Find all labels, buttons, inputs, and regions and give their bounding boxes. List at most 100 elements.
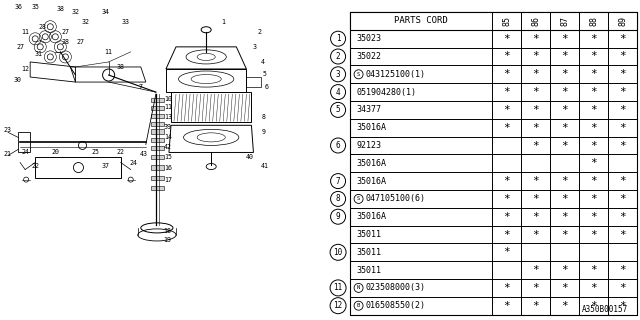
Text: *: *: [619, 123, 626, 133]
Bar: [151, 129, 164, 134]
Text: 24: 24: [130, 159, 138, 165]
Text: 9: 9: [336, 212, 340, 221]
Text: *: *: [561, 301, 568, 311]
Text: *: *: [590, 301, 597, 311]
Text: B: B: [357, 303, 360, 308]
Text: 35016A: 35016A: [356, 159, 386, 168]
Text: 30: 30: [13, 77, 21, 83]
Text: *: *: [503, 123, 510, 133]
Text: 4: 4: [260, 59, 264, 65]
Text: 42: 42: [164, 144, 172, 150]
Text: 11: 11: [104, 49, 113, 55]
Text: 23: 23: [3, 127, 11, 133]
Text: *: *: [561, 176, 568, 186]
Text: 88: 88: [589, 16, 598, 26]
Text: 016508550(2): 016508550(2): [365, 301, 425, 310]
Text: *: *: [532, 283, 539, 293]
Text: *: *: [503, 247, 510, 257]
Text: *: *: [590, 140, 597, 150]
Bar: [151, 106, 164, 110]
Text: *: *: [503, 229, 510, 239]
Text: 38: 38: [116, 64, 125, 70]
Text: *: *: [561, 123, 568, 133]
Text: 043125100(1): 043125100(1): [365, 70, 425, 79]
Text: *: *: [619, 140, 626, 150]
Text: 10: 10: [333, 248, 342, 257]
Text: 22: 22: [116, 149, 125, 156]
Text: 27: 27: [16, 44, 24, 50]
Text: 11: 11: [333, 284, 342, 292]
Text: 11: 11: [164, 104, 172, 110]
Bar: [350, 12, 637, 30]
Text: 92123: 92123: [356, 141, 381, 150]
Text: *: *: [561, 34, 568, 44]
Text: *: *: [532, 123, 539, 133]
Text: *: *: [619, 69, 626, 79]
Text: 43: 43: [140, 151, 148, 157]
Text: 6: 6: [264, 84, 269, 90]
Text: *: *: [590, 87, 597, 97]
Text: 15: 15: [164, 155, 172, 161]
Text: 051904280(1): 051904280(1): [356, 88, 416, 97]
Text: 34377: 34377: [356, 105, 381, 114]
Bar: [350, 12, 637, 315]
Text: *: *: [532, 229, 539, 239]
Text: 35016A: 35016A: [356, 177, 386, 186]
Text: *: *: [561, 87, 568, 97]
Text: *: *: [532, 140, 539, 150]
Text: 8: 8: [336, 195, 340, 204]
Text: 6: 6: [336, 141, 340, 150]
Text: 27: 27: [76, 39, 84, 45]
Bar: [151, 147, 164, 150]
Text: S: S: [357, 196, 360, 201]
Bar: [151, 114, 164, 118]
Text: 5: 5: [262, 71, 266, 77]
Text: N: N: [357, 285, 360, 291]
Text: 35011: 35011: [356, 230, 381, 239]
Text: *: *: [619, 176, 626, 186]
Text: *: *: [619, 194, 626, 204]
Text: 24: 24: [21, 149, 29, 156]
Text: *: *: [619, 265, 626, 275]
Text: *: *: [590, 123, 597, 133]
Text: 21: 21: [3, 151, 11, 157]
Bar: [151, 164, 164, 170]
Text: 7: 7: [139, 84, 143, 90]
Text: 35: 35: [31, 4, 39, 10]
Text: *: *: [590, 212, 597, 222]
Text: *: *: [561, 194, 568, 204]
Text: 31: 31: [34, 51, 42, 57]
Text: 3: 3: [252, 44, 257, 50]
Text: 9: 9: [262, 129, 266, 135]
Text: 28: 28: [38, 24, 46, 30]
Text: *: *: [503, 69, 510, 79]
Text: 35022: 35022: [356, 52, 381, 61]
Text: *: *: [532, 69, 539, 79]
Text: *: *: [619, 301, 626, 311]
Text: *: *: [561, 52, 568, 61]
Text: 25: 25: [92, 149, 100, 156]
Text: *: *: [503, 52, 510, 61]
Text: *: *: [561, 283, 568, 293]
Text: 4: 4: [336, 88, 340, 97]
Text: *: *: [590, 69, 597, 79]
Text: 22: 22: [31, 163, 39, 169]
Text: 34: 34: [102, 9, 109, 15]
Text: 35011: 35011: [356, 248, 381, 257]
Bar: [151, 176, 164, 180]
Text: *: *: [532, 176, 539, 186]
Text: *: *: [503, 34, 510, 44]
Text: *: *: [532, 265, 539, 275]
Text: *: *: [503, 87, 510, 97]
Bar: [151, 122, 164, 126]
Text: *: *: [590, 229, 597, 239]
Text: *: *: [619, 229, 626, 239]
Text: 32: 32: [81, 19, 90, 25]
Text: 2: 2: [336, 52, 340, 61]
Bar: [151, 98, 164, 102]
Text: 11: 11: [21, 29, 29, 35]
Text: *: *: [503, 194, 510, 204]
Text: *: *: [503, 301, 510, 311]
Text: 35016A: 35016A: [356, 212, 386, 221]
Text: 35023: 35023: [356, 34, 381, 43]
